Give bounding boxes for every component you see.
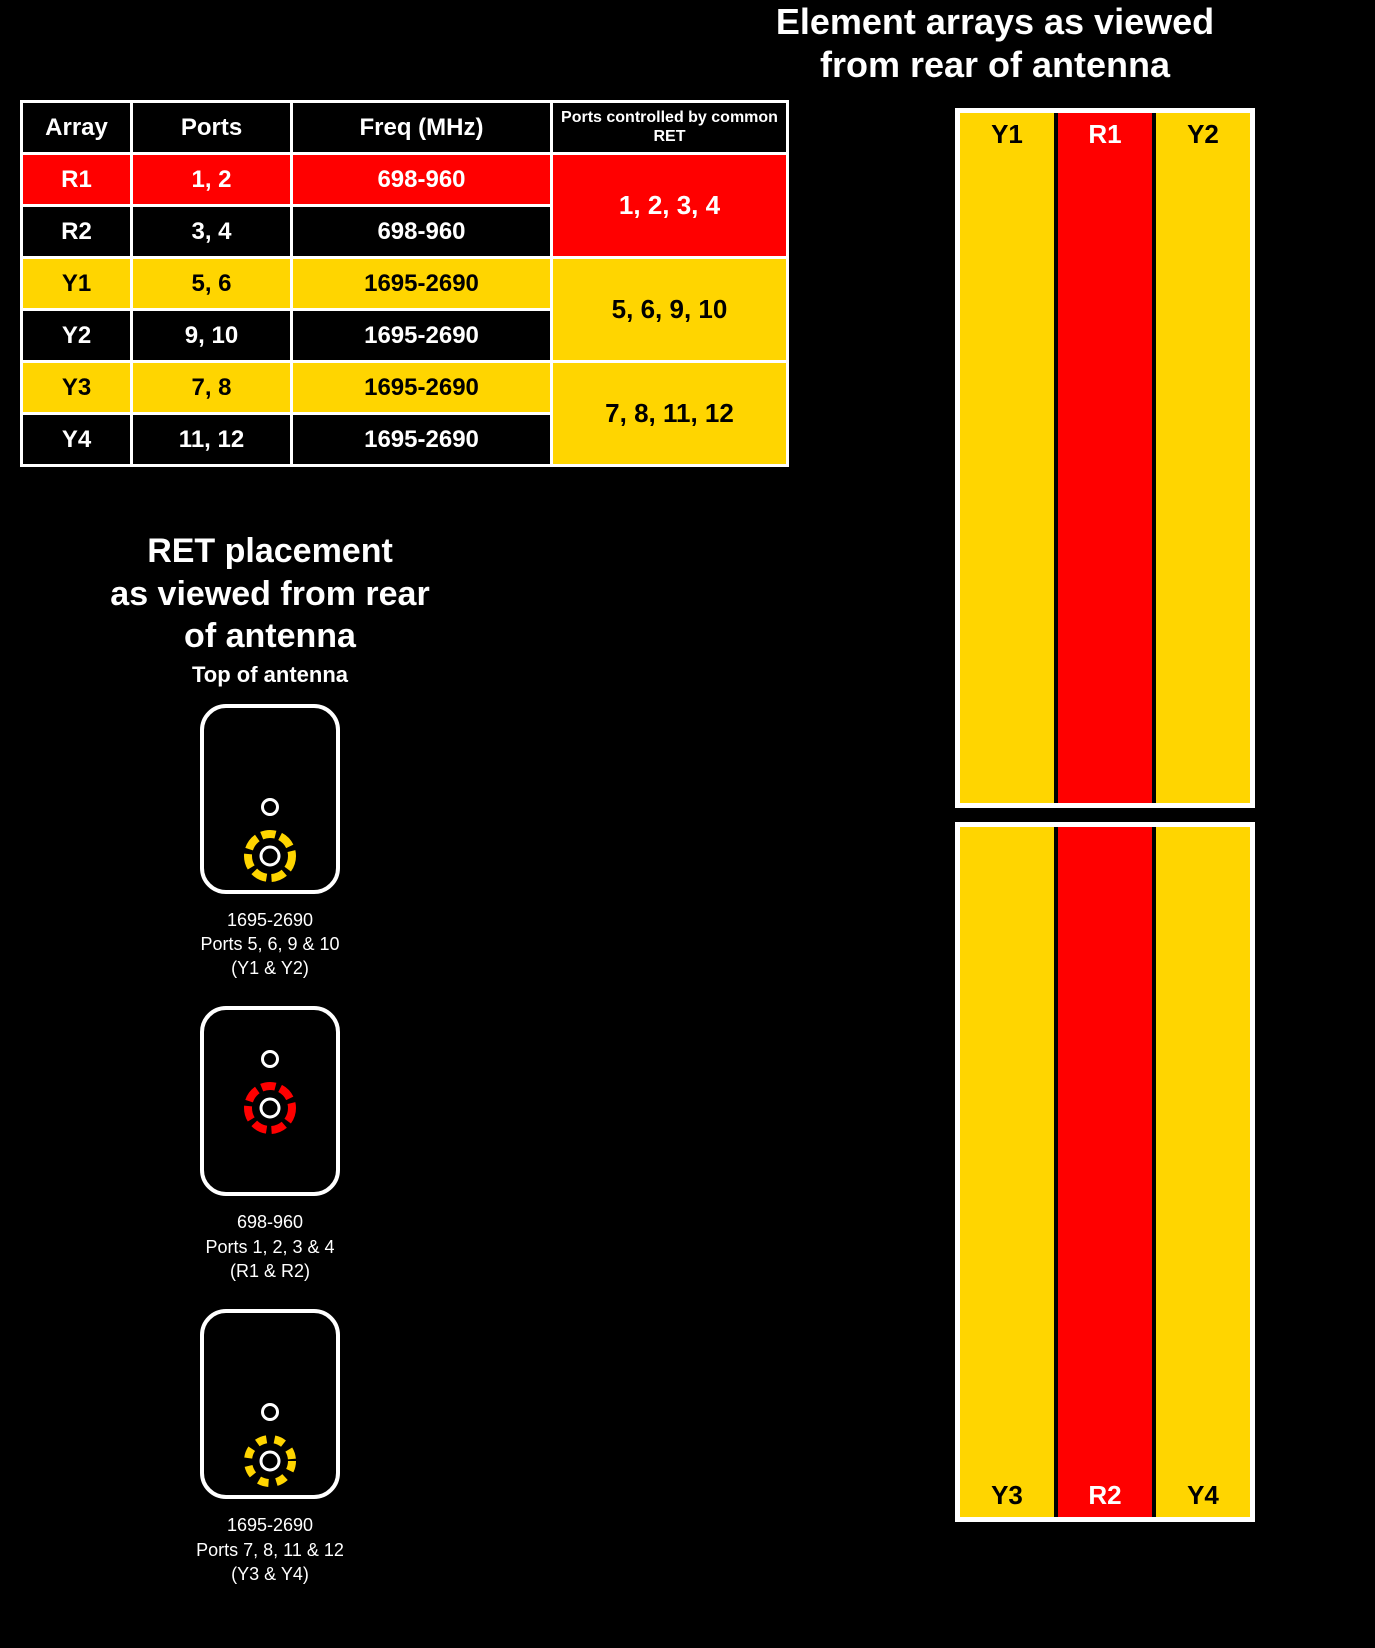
- ret-caption: 1695-2690Ports 5, 6, 9 & 10(Y1 & Y2): [40, 908, 500, 981]
- cell-freq: 1695-2690: [292, 310, 552, 362]
- ret-caption-line: 698-960: [40, 1210, 500, 1234]
- ret-heading-l2: as viewed from rear: [40, 573, 500, 616]
- array-column-label: R1: [1058, 119, 1152, 150]
- element-array-diagram: Y1R1Y2 Y3R2Y4: [955, 108, 1255, 1536]
- cell-array: Y2: [22, 310, 132, 362]
- cell-freq: 1695-2690: [292, 362, 552, 414]
- table-row: Y37, 81695-26907, 8, 11, 12: [22, 362, 788, 414]
- ret-small-dot: [261, 1050, 279, 1068]
- ret-module: [200, 1006, 340, 1196]
- array-column: Y1: [960, 113, 1054, 803]
- cell-ret-group: 1, 2, 3, 4: [552, 154, 788, 258]
- ret-caption-line: 1695-2690: [40, 1513, 500, 1537]
- th-array: Array: [22, 102, 132, 154]
- ret-heading-l3: of antenna: [40, 615, 500, 658]
- cell-array: Y4: [22, 414, 132, 466]
- ret-heading-l1: RET placement: [40, 530, 500, 573]
- array-column-label: Y2: [1156, 119, 1250, 150]
- ret-heading: RET placement as viewed from rear of ant…: [40, 530, 500, 658]
- ret-caption-line: (Y1 & Y2): [40, 956, 500, 980]
- ret-module: [200, 704, 340, 894]
- ret-caption-line: Ports 7, 8, 11 & 12: [40, 1538, 500, 1562]
- table-row: R11, 2698-9601, 2, 3, 4: [22, 154, 788, 206]
- cell-ports: 3, 4: [132, 206, 292, 258]
- array-column: Y2: [1152, 113, 1250, 803]
- cell-freq: 1695-2690: [292, 414, 552, 466]
- array-ports-table: Array Ports Freq (MHz) Ports controlled …: [20, 100, 789, 467]
- title-line-1: Element arrays as viewed: [675, 0, 1315, 43]
- array-column: R1: [1054, 113, 1152, 803]
- ret-knob-icon: [240, 1078, 300, 1138]
- table-header-row: Array Ports Freq (MHz) Ports controlled …: [22, 102, 788, 154]
- ret-caption-line: 1695-2690: [40, 908, 500, 932]
- table-row: Y15, 61695-26905, 6, 9, 10: [22, 258, 788, 310]
- cell-ports: 7, 8: [132, 362, 292, 414]
- cell-ports: 11, 12: [132, 414, 292, 466]
- array-top-half: Y1R1Y2: [955, 108, 1255, 808]
- cell-ret-group: 7, 8, 11, 12: [552, 362, 788, 466]
- array-column-label: R2: [1058, 1480, 1152, 1511]
- th-ports: Ports: [132, 102, 292, 154]
- cell-ports: 5, 6: [132, 258, 292, 310]
- cell-freq: 698-960: [292, 154, 552, 206]
- th-freq: Freq (MHz): [292, 102, 552, 154]
- cell-array: Y1: [22, 258, 132, 310]
- array-column-label: Y1: [960, 119, 1054, 150]
- array-bottom-half: Y3R2Y4: [955, 822, 1255, 1522]
- cell-array: R2: [22, 206, 132, 258]
- ret-module: [200, 1309, 340, 1499]
- ret-caption: 1695-2690Ports 7, 8, 11 & 12(Y3 & Y4): [40, 1513, 500, 1586]
- cell-array: Y3: [22, 362, 132, 414]
- th-ret: Ports controlled by common RET: [552, 102, 788, 154]
- ret-caption-line: Ports 5, 6, 9 & 10: [40, 932, 500, 956]
- ret-caption-line: Ports 1, 2, 3 & 4: [40, 1235, 500, 1259]
- cell-ports: 9, 10: [132, 310, 292, 362]
- title-line-2: from rear of antenna: [675, 43, 1315, 86]
- array-column-label: Y3: [960, 1480, 1054, 1511]
- array-column-label: Y4: [1156, 1480, 1250, 1511]
- array-column: R2: [1054, 827, 1152, 1517]
- cell-freq: 1695-2690: [292, 258, 552, 310]
- ret-caption-line: (Y3 & Y4): [40, 1562, 500, 1586]
- ret-caption-line: (R1 & R2): [40, 1259, 500, 1283]
- ret-knob-icon: [240, 1431, 300, 1491]
- array-column: Y3: [960, 827, 1054, 1517]
- ret-placement-section: RET placement as viewed from rear of ant…: [40, 530, 500, 1612]
- cell-freq: 698-960: [292, 206, 552, 258]
- ret-subheading: Top of antenna: [40, 662, 500, 688]
- cell-array: R1: [22, 154, 132, 206]
- array-column: Y4: [1152, 827, 1250, 1517]
- ret-knob-icon: [240, 826, 300, 886]
- cell-ret-group: 5, 6, 9, 10: [552, 258, 788, 362]
- ret-small-dot: [261, 798, 279, 816]
- cell-ports: 1, 2: [132, 154, 292, 206]
- element-arrays-title: Element arrays as viewed from rear of an…: [675, 0, 1315, 86]
- ret-small-dot: [261, 1403, 279, 1421]
- ret-caption: 698-960Ports 1, 2, 3 & 4(R1 & R2): [40, 1210, 500, 1283]
